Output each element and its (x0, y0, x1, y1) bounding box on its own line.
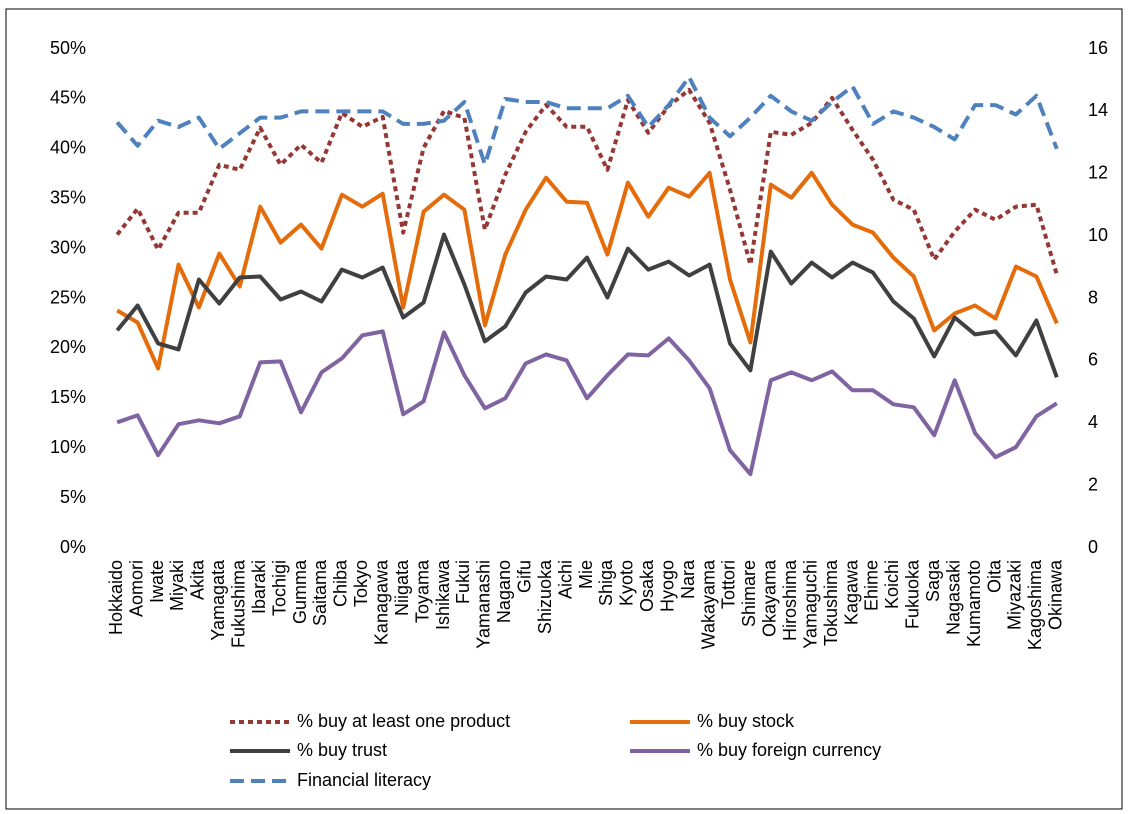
chart-frame (5, 8, 1123, 810)
y-tick-label: 40% (50, 138, 86, 158)
y2-tick-label: 16 (1088, 38, 1108, 58)
x-tick-label: Tottori (719, 560, 739, 609)
x-tick-label: Wakayama (698, 559, 718, 649)
x-tick-label: Gumma (290, 559, 310, 624)
x-tick-label: Kagawa (841, 559, 861, 625)
x-tick-label: Aomori (126, 560, 146, 617)
x-tick-label: Yamaguchi (800, 560, 820, 649)
legend-label: % buy foreign currency (697, 740, 881, 760)
y-tick-label: 35% (50, 187, 86, 207)
x-tick-label: Aichi (555, 560, 575, 599)
x-tick-label: Kanagawa (371, 559, 391, 645)
x-tick-label: Shizuoka (535, 559, 555, 634)
x-tick-label: Koichi (882, 560, 902, 609)
series-line (116, 170, 1059, 371)
x-tick-label: Chiba (331, 559, 351, 607)
x-tick-label: Nagano (494, 560, 514, 623)
x-tick-label: Oita (984, 559, 1004, 593)
x-tick-label: Tokyo (351, 560, 371, 607)
y-tick-label: 25% (50, 287, 86, 307)
x-tick-label: Ishikawa (433, 559, 453, 630)
x-tick-label: Akita (188, 559, 208, 600)
y-tick-label: 20% (50, 337, 86, 357)
x-tick-label: Yamagata (208, 559, 228, 641)
x-tick-label: Kumamoto (964, 560, 984, 647)
x-tick-label: Toyama (412, 559, 432, 623)
x-tick-label: Tokushima (821, 559, 841, 646)
x-tick-label: Fukui (453, 560, 473, 604)
x-tick-label: Fukushima (229, 559, 249, 648)
x-tick-label: Ibaraki (249, 560, 269, 614)
x-tick-label: Okinawa (1046, 559, 1066, 630)
x-tick-label: Okayama (760, 559, 780, 637)
x-tick-label: Gifu (514, 560, 534, 593)
y-tick-label: 0% (60, 537, 86, 557)
x-tick-label: Ehime (862, 560, 882, 611)
x-tick-label: Osaka (637, 559, 657, 612)
x-tick-label: Nagasaki (943, 560, 963, 635)
x-tick-label: Fukuoka (903, 559, 923, 629)
y-tick-label: 50% (50, 38, 86, 58)
y2-tick-label: 2 (1088, 474, 1098, 494)
y-tick-label: 15% (50, 387, 86, 407)
x-tick-label: Saitama (310, 559, 330, 626)
x-tick-label: Mie (576, 560, 596, 589)
series-line (116, 329, 1058, 477)
x-tick-label: Hyogo (657, 560, 677, 612)
x-tick-label: Tochigi (269, 560, 289, 616)
y-tick-label: 45% (50, 88, 86, 108)
x-tick-label: Kagoshima (1025, 559, 1045, 650)
x-tick-label: Hiroshima (780, 559, 800, 641)
x-tick-label: Miyaki (167, 560, 187, 611)
y2-tick-label: 14 (1088, 100, 1108, 120)
x-tick-label: Yamanashi (474, 560, 494, 649)
y2-tick-label: 4 (1088, 412, 1098, 432)
x-tick-label: Nara (678, 559, 698, 599)
y2-tick-label: 10 (1088, 225, 1108, 245)
x-tick-label: Saga (923, 559, 943, 602)
series-line (115, 87, 1059, 276)
y2-tick-label: 6 (1088, 350, 1098, 370)
x-tick-label: Hokkaido (106, 560, 126, 635)
x-tick-label: Shiga (596, 559, 616, 606)
x-tick-label: Kyoto (617, 560, 637, 606)
legend-label: % buy at least one product (297, 711, 510, 731)
series-line (115, 75, 1059, 167)
y-tick-label: 30% (50, 237, 86, 257)
legend-label: % buy trust (297, 740, 387, 760)
x-tick-label: Miyazaki (1005, 560, 1025, 630)
series-line (115, 232, 1059, 378)
x-tick-label: Shimare (739, 560, 759, 627)
legend-label: % buy stock (697, 711, 795, 731)
y2-tick-label: 12 (1088, 163, 1108, 183)
x-tick-label: Iwate (147, 560, 167, 603)
legend-label: Financial literacy (297, 770, 431, 790)
y-tick-label: 10% (50, 437, 86, 457)
x-tick-label: Niigata (392, 559, 412, 616)
y-tick-label: 5% (60, 487, 86, 507)
y2-tick-label: 8 (1088, 287, 1098, 307)
y2-tick-label: 0 (1088, 537, 1098, 557)
